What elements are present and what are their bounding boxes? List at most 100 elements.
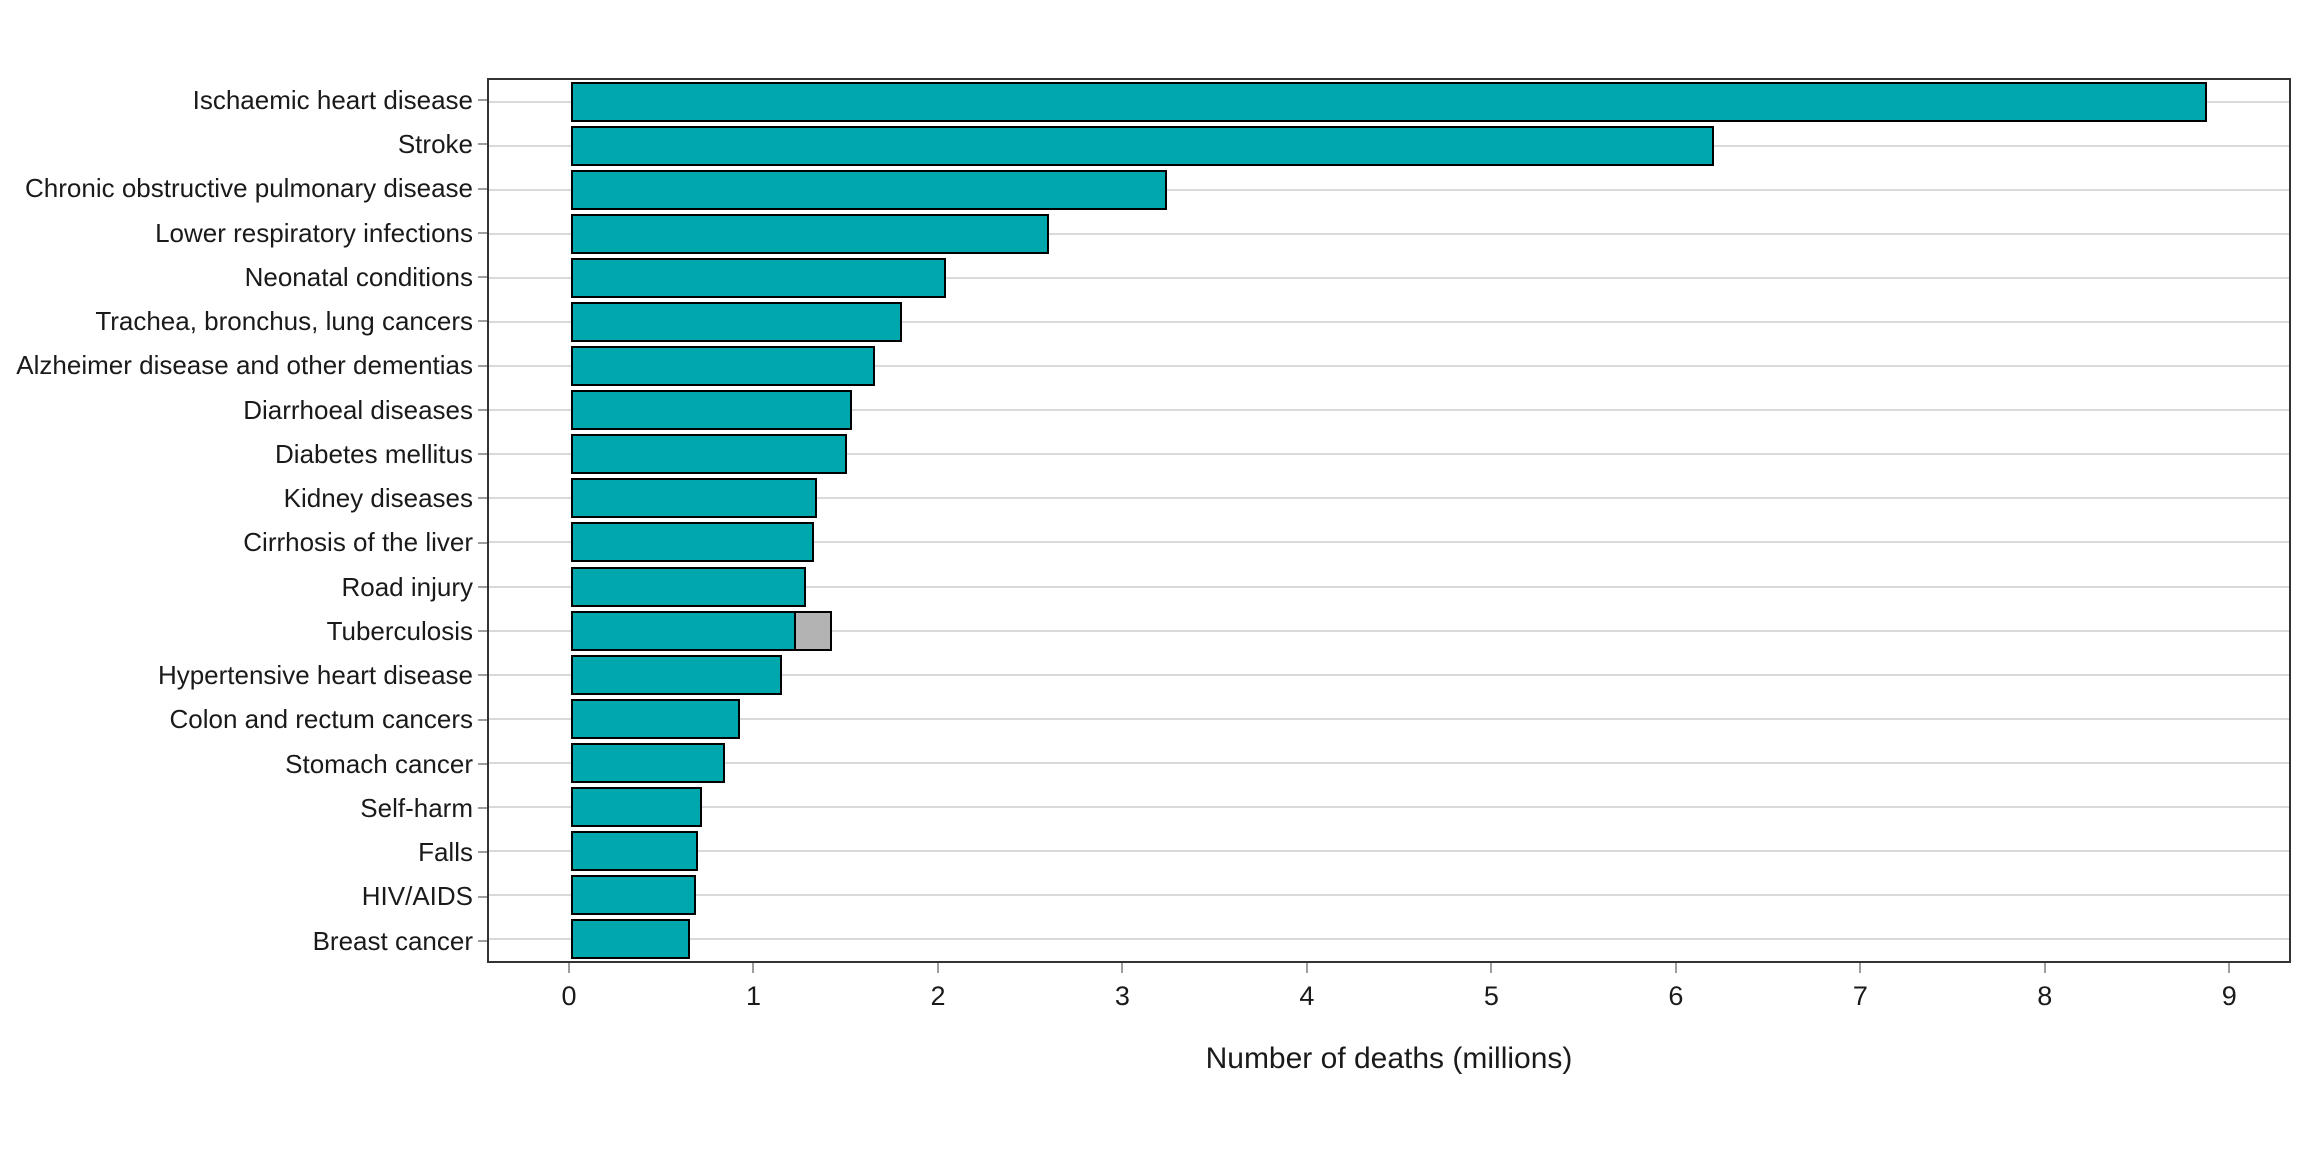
category-label-row: Falls <box>0 830 487 874</box>
y-axis-tick-mark <box>478 630 487 633</box>
category-label: Chronic obstructive pulmonary disease <box>25 173 473 204</box>
x-axis-tick-mark <box>1305 963 1308 973</box>
bar <box>570 566 2304 607</box>
y-axis-tick-mark <box>478 408 487 411</box>
category-label: Diarrhoeal diseases <box>243 394 473 425</box>
x-axis-title: Number of deaths (millions) <box>1205 1042 1573 1075</box>
y-axis-tick-mark <box>478 851 487 854</box>
category-label-row: Stomach cancer <box>0 742 487 786</box>
bar-segment-primary <box>570 566 807 607</box>
bar <box>570 390 2304 431</box>
category-label: Diabetes mellitus <box>275 438 473 469</box>
x-tick-label: 5 <box>1483 981 1499 1011</box>
category-label-row: Kidney diseases <box>0 476 487 520</box>
category-label: Stomach cancer <box>285 748 473 779</box>
bar-segment-primary <box>570 610 794 651</box>
category-label-row: Breast cancer <box>0 919 487 963</box>
bar-segment-primary <box>570 346 875 387</box>
category-label-row: Colon and rectum cancers <box>0 698 487 742</box>
bar <box>570 698 2304 739</box>
category-label-row: Chronic obstructive pulmonary disease <box>0 167 487 211</box>
category-label: Road injury <box>341 571 473 602</box>
category-label: HIV/AIDS <box>361 881 473 912</box>
bar-segment-primary <box>570 786 702 827</box>
panel-row <box>489 565 2289 609</box>
x-tick-label: 7 <box>1852 981 1868 1011</box>
x-axis-tick-mark <box>1121 963 1124 973</box>
panel-row <box>489 653 2289 697</box>
horizontal-gridline <box>489 761 2289 764</box>
horizontal-gridline <box>489 409 2289 412</box>
panel-row <box>489 741 2289 785</box>
panel-row <box>489 344 2289 388</box>
bar-segment-primary <box>570 214 1050 255</box>
y-axis-tick-mark <box>478 541 487 544</box>
category-label-row: Road injury <box>0 565 487 609</box>
category-label: Trachea, bronchus, lung cancers <box>95 306 473 337</box>
bar <box>570 346 2304 387</box>
y-axis-tick-mark <box>478 762 487 765</box>
bar-segment-primary <box>570 742 726 783</box>
panel-row <box>489 785 2289 829</box>
horizontal-gridline <box>489 585 2289 588</box>
x-axis-tick-mark <box>2043 963 2046 973</box>
category-label-row: Trachea, bronchus, lung cancers <box>0 299 487 343</box>
bar <box>570 214 2304 255</box>
bar-segment-primary <box>570 170 1168 211</box>
category-label: Alzheimer disease and other dementias <box>16 350 473 381</box>
bar <box>570 918 2304 959</box>
category-label-row: Stroke <box>0 122 487 166</box>
bar <box>570 786 2304 827</box>
horizontal-gridline <box>489 189 2289 192</box>
y-axis-tick-mark <box>478 497 487 500</box>
y-axis-tick-mark <box>478 276 487 279</box>
panel-row <box>489 388 2289 432</box>
x-axis-tick-mark <box>2228 963 2231 973</box>
category-label-row: Lower respiratory infections <box>0 211 487 255</box>
x-axis-tick-labels: 0 1 2 3 4 5 6 7 8 9 <box>487 981 2291 1013</box>
x-axis-tick-mark <box>752 963 755 973</box>
panel-row <box>489 609 2289 653</box>
horizontal-gridline <box>489 541 2289 544</box>
horizontal-gridline <box>489 497 2289 500</box>
horizontal-gridline <box>489 365 2289 368</box>
horizontal-gridline <box>489 937 2289 940</box>
panel-row <box>489 212 2289 256</box>
category-label-row: Cirrhosis of the liver <box>0 521 487 565</box>
bar <box>570 610 2304 651</box>
bar-segment-primary <box>570 126 1714 167</box>
panel-row <box>489 80 2289 124</box>
y-axis-tick-mark <box>478 453 487 456</box>
category-label-row: Diabetes mellitus <box>0 432 487 476</box>
horizontal-gridline <box>489 453 2289 456</box>
bar <box>570 126 2304 167</box>
bar-segment-secondary <box>793 610 833 651</box>
category-label-row: Neonatal conditions <box>0 255 487 299</box>
x-axis-tick-mark <box>1674 963 1677 973</box>
bar-segment-primary <box>570 830 698 871</box>
category-label: Stroke <box>397 129 473 160</box>
bar-segment-primary <box>570 654 783 695</box>
panel-row <box>489 300 2289 344</box>
category-label: Ischaemic heart disease <box>192 84 473 115</box>
plot-panel <box>487 78 2291 963</box>
category-label: Colon and rectum cancers <box>169 704 473 735</box>
y-axis-tick-mark <box>478 674 487 677</box>
panel-row <box>489 829 2289 873</box>
bar-segment-primary <box>570 390 853 431</box>
bar <box>570 830 2304 871</box>
bar <box>570 478 2304 519</box>
panel-row <box>489 520 2289 564</box>
category-label-row: Hypertensive heart disease <box>0 653 487 697</box>
y-axis-tick-mark <box>478 231 487 234</box>
x-tick-label: 4 <box>1299 981 1315 1011</box>
category-label: Falls <box>418 837 473 868</box>
horizontal-gridline <box>489 673 2289 676</box>
bar-segment-primary <box>570 82 2208 123</box>
horizontal-gridline <box>489 849 2289 852</box>
bar-segment-primary <box>570 258 947 299</box>
horizontal-gridline <box>489 805 2289 808</box>
category-label-row: Ischaemic heart disease <box>0 78 487 122</box>
category-label: Tuberculosis <box>326 615 473 646</box>
y-axis-tick-mark <box>478 320 487 323</box>
